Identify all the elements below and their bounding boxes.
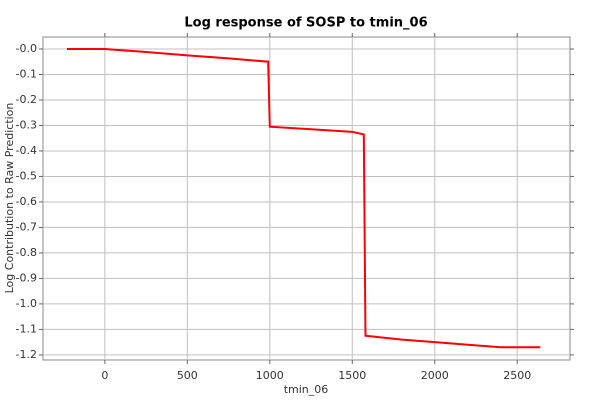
x-tick-label: 1500 bbox=[338, 369, 366, 382]
x-axis-label: tmin_06 bbox=[284, 383, 329, 396]
y-tick-label: -1.2 bbox=[16, 348, 37, 361]
y-tick-label: -0.4 bbox=[16, 144, 37, 157]
y-tick-label: -0.7 bbox=[16, 220, 37, 233]
y-tick-label: -0.3 bbox=[16, 118, 37, 131]
y-tick-label: -0.1 bbox=[16, 67, 37, 80]
y-tick-label: -0.2 bbox=[16, 93, 37, 106]
y-tick-label: -1.1 bbox=[16, 322, 37, 335]
x-tick-label: 500 bbox=[177, 369, 198, 382]
x-tick-label: 0 bbox=[101, 369, 108, 382]
y-tick-label: -0.6 bbox=[16, 195, 37, 208]
chart-title: Log response of SOSP to tmin_06 bbox=[184, 16, 427, 31]
data-line bbox=[66, 47, 541, 349]
y-axis-label: Log Contribution to Raw Prediction bbox=[3, 103, 16, 294]
x-tick-label: 2000 bbox=[421, 369, 449, 382]
y-tick-label: -0.5 bbox=[16, 169, 37, 182]
y-tick-label: -0.8 bbox=[16, 246, 37, 259]
y-tick-label: -0.0 bbox=[16, 42, 37, 55]
plot-area bbox=[42, 36, 571, 361]
y-tick-label: -0.9 bbox=[16, 271, 37, 284]
x-tick-label: 1000 bbox=[256, 369, 284, 382]
x-tick-label: 2500 bbox=[503, 369, 531, 382]
y-tick-label: -1.0 bbox=[16, 297, 37, 310]
